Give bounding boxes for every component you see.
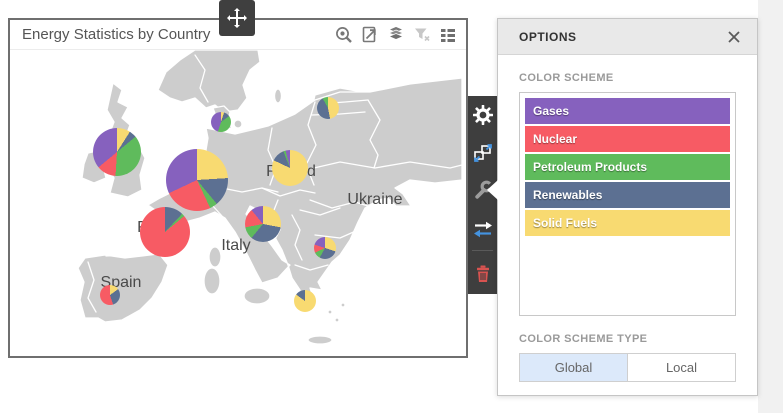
europe-map[interactable]: FrancePolandUkraineItalySpain xyxy=(10,50,462,353)
layers-icon[interactable] xyxy=(385,24,406,45)
initial-extent-icon[interactable] xyxy=(333,24,354,45)
pie-austria[interactable] xyxy=(245,206,281,242)
color-scheme-item-renewables[interactable]: Renewables xyxy=(525,182,730,208)
color-scheme-item-petroleum_products[interactable]: Petroleum Products xyxy=(525,154,730,180)
map-label-italy: Italy xyxy=(221,237,250,254)
type-button-global[interactable]: Global xyxy=(520,354,627,381)
gear-icon xyxy=(472,105,493,125)
caption-toolbar xyxy=(333,24,458,45)
close-icon[interactable] xyxy=(725,28,743,46)
color-scheme-list: Gases Nuclear Petroleum Products Renewables… xyxy=(519,92,736,316)
convert-to-button[interactable] xyxy=(468,134,497,172)
color-scheme-type-label: COLOR SCHEME TYPE xyxy=(519,333,648,345)
move-icon xyxy=(227,8,247,28)
pie-romania[interactable] xyxy=(314,237,336,259)
color-scheme-item-label: Renewables xyxy=(533,188,603,202)
map-geography: FrancePolandUkraineItalySpain xyxy=(77,50,462,345)
widget-title: Energy Statistics by Country xyxy=(22,26,211,43)
pie-poland[interactable] xyxy=(272,150,308,186)
color-scheme-label: COLOR SCHEME xyxy=(519,72,614,84)
options-panel-title: OPTIONS xyxy=(519,29,577,44)
options-panel: OPTIONS COLOR SCHEME Gases Nuclear Petrole… xyxy=(497,18,758,396)
color-scheme-item-solid_fuels[interactable]: Solid Fuels xyxy=(525,210,730,236)
trash-icon xyxy=(476,265,489,282)
pie-lithuania[interactable] xyxy=(317,97,339,119)
move-handle[interactable] xyxy=(219,0,255,36)
panel-pointer-notch xyxy=(487,180,498,200)
color-scheme-item-gases[interactable]: Gases xyxy=(525,98,730,124)
pie-greece[interactable] xyxy=(294,290,316,312)
color-scheme-item-label: Petroleum Products xyxy=(533,160,648,174)
options-panel-body: COLOR SCHEME Gases Nuclear Petroleum Produ… xyxy=(498,72,757,382)
settings-gear-button[interactable] xyxy=(468,96,497,134)
color-scheme-item-nuclear[interactable]: Nuclear xyxy=(525,126,730,152)
interactivity-button[interactable] xyxy=(468,210,497,248)
type-button-local[interactable]: Local xyxy=(627,354,735,381)
dock-background xyxy=(758,0,783,413)
toolbar-separator xyxy=(472,250,493,251)
color-scheme-item-label: Gases xyxy=(533,104,570,118)
color-scheme-item-label: Nuclear xyxy=(533,132,578,146)
pie-united-kingdom[interactable] xyxy=(93,128,141,176)
widget-caption: Energy Statistics by Country xyxy=(10,20,466,50)
values-grid-icon[interactable] xyxy=(437,24,458,45)
pie-france[interactable] xyxy=(140,207,190,257)
convert-to-icon xyxy=(473,144,492,162)
interactivity-arrows-icon xyxy=(473,221,492,238)
delete-item-button[interactable] xyxy=(468,254,497,292)
color-scheme-type-group: Global Local xyxy=(519,353,736,382)
options-panel-header: OPTIONS xyxy=(498,19,757,55)
color-scheme-item-label: Solid Fuels xyxy=(533,216,598,230)
pie-denmark[interactable] xyxy=(211,112,231,132)
map-dashboard-item: Energy Statistics by Country xyxy=(8,18,468,358)
pie-germany[interactable] xyxy=(166,149,228,211)
export-icon[interactable] xyxy=(359,24,380,45)
pie-spain[interactable] xyxy=(100,285,120,305)
clear-filter-icon xyxy=(411,24,432,45)
map-label-ukraine: Ukraine xyxy=(347,191,402,208)
